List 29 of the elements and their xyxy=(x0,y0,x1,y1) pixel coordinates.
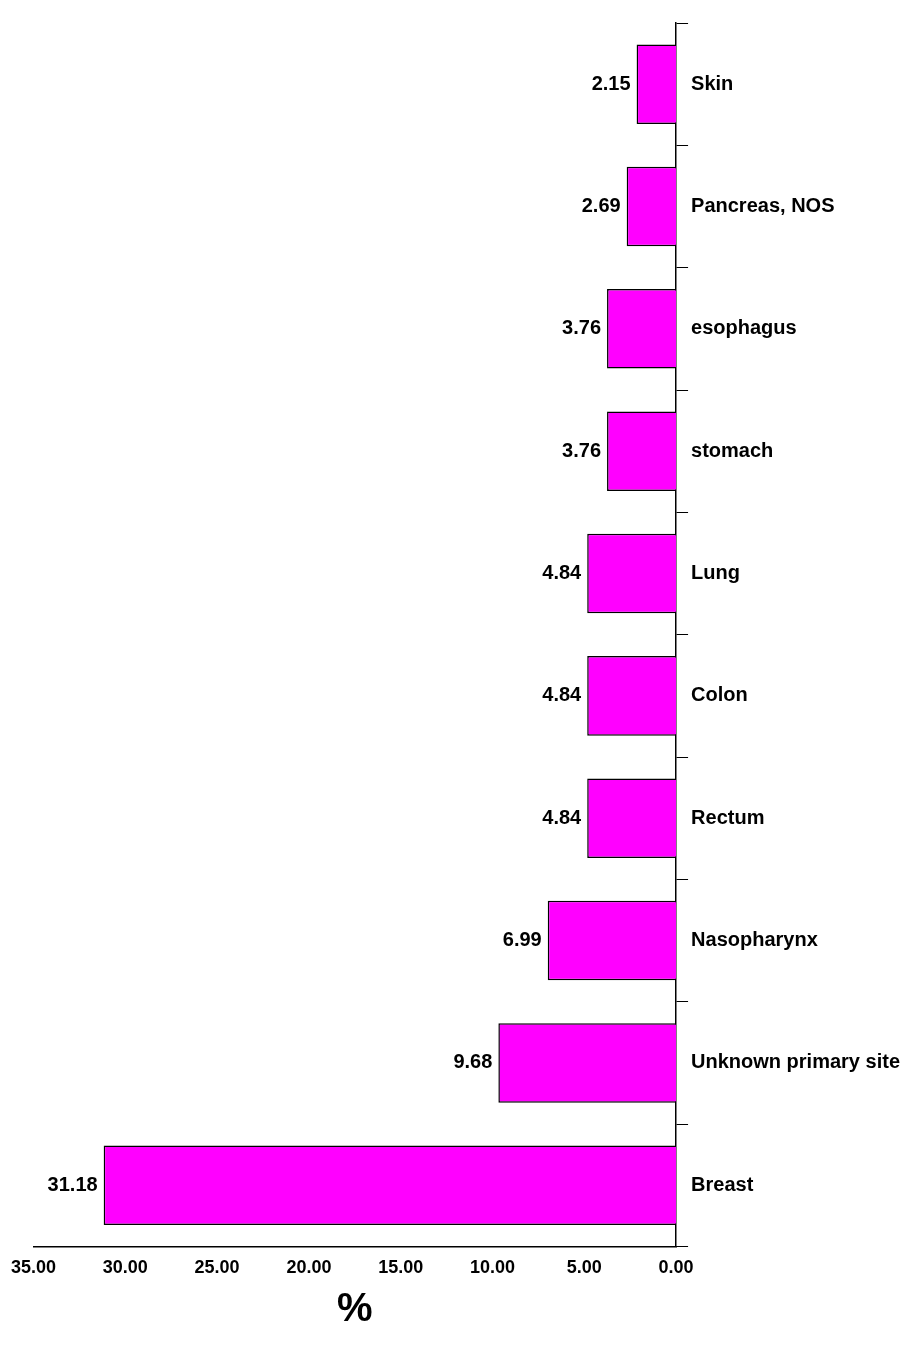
data-label: 31.18 xyxy=(47,1172,98,1195)
x-tick-label: 10.00 xyxy=(469,1257,515,1278)
data-label: 4.84 xyxy=(542,683,583,706)
x-tick-label: 25.00 xyxy=(194,1257,240,1278)
data-label: 9.68 xyxy=(453,1050,493,1073)
x-tick-label: 35.00 xyxy=(11,1257,57,1278)
data-label: 4.84 xyxy=(542,805,583,828)
y-tick-label: Skin xyxy=(691,71,734,94)
data-label: 2.15 xyxy=(591,71,631,94)
y-tick-label: Unknown primary site xyxy=(691,1050,900,1073)
y-tick-label: esophagus xyxy=(691,316,797,339)
data-label: 6.99 xyxy=(502,928,542,951)
x-axis-title: % xyxy=(337,1285,373,1330)
x-tick-label: 15.00 xyxy=(378,1257,424,1278)
data-label: 4.84 xyxy=(542,561,583,584)
y-tick-label: Rectum xyxy=(691,805,765,828)
y-tick-label: Nasopharynx xyxy=(691,928,818,951)
x-tick-label: 5.00 xyxy=(566,1257,602,1278)
y-tick-label: Colon xyxy=(691,683,748,706)
data-label: 3.76 xyxy=(562,316,602,339)
y-tick-label: Lung xyxy=(691,561,740,584)
y-tick-label: Pancreas, NOS xyxy=(691,194,835,217)
x-tick-label: 30.00 xyxy=(102,1257,148,1278)
y-tick-label: Breast xyxy=(691,1172,754,1195)
y-tick-label: stomach xyxy=(691,438,774,461)
data-label: 2.69 xyxy=(581,194,621,217)
data-label: 3.76 xyxy=(562,438,602,461)
x-tick-label: 0.00 xyxy=(658,1257,694,1278)
x-tick-label: 20.00 xyxy=(286,1257,332,1278)
